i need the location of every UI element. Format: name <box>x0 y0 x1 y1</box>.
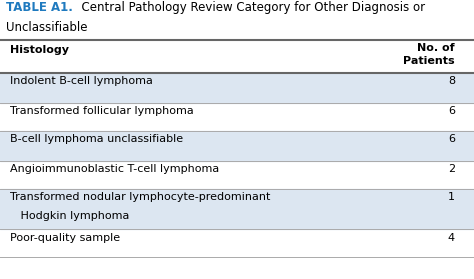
Bar <box>0 73 474 103</box>
Text: 6: 6 <box>448 106 455 116</box>
Text: Transformed follicular lymphoma: Transformed follicular lymphoma <box>10 106 194 116</box>
Text: Histology: Histology <box>10 45 69 56</box>
Text: 8: 8 <box>448 76 455 86</box>
Text: 2: 2 <box>448 164 455 174</box>
Bar <box>0 131 474 161</box>
Text: Poor-quality sample: Poor-quality sample <box>10 233 120 243</box>
Text: B-cell lymphoma unclassifiable: B-cell lymphoma unclassifiable <box>10 134 183 144</box>
Text: Unclassifiable: Unclassifiable <box>6 21 87 35</box>
Text: Central Pathology Review Category for Other Diagnosis or: Central Pathology Review Category for Ot… <box>74 1 426 15</box>
Text: No. of
Patients: No. of Patients <box>403 43 455 66</box>
Text: Indolent B-cell lymphoma: Indolent B-cell lymphoma <box>10 76 153 86</box>
Text: Hodgkin lymphoma: Hodgkin lymphoma <box>10 211 130 221</box>
Bar <box>0 189 474 229</box>
Text: 6: 6 <box>448 134 455 144</box>
Text: Angioimmunoblastic T-cell lymphoma: Angioimmunoblastic T-cell lymphoma <box>10 164 219 174</box>
Text: Transformed nodular lymphocyte-predominant: Transformed nodular lymphocyte-predomina… <box>10 192 271 202</box>
Text: 1: 1 <box>448 192 455 202</box>
Text: TABLE A1.: TABLE A1. <box>6 1 73 15</box>
Text: 4: 4 <box>448 233 455 243</box>
